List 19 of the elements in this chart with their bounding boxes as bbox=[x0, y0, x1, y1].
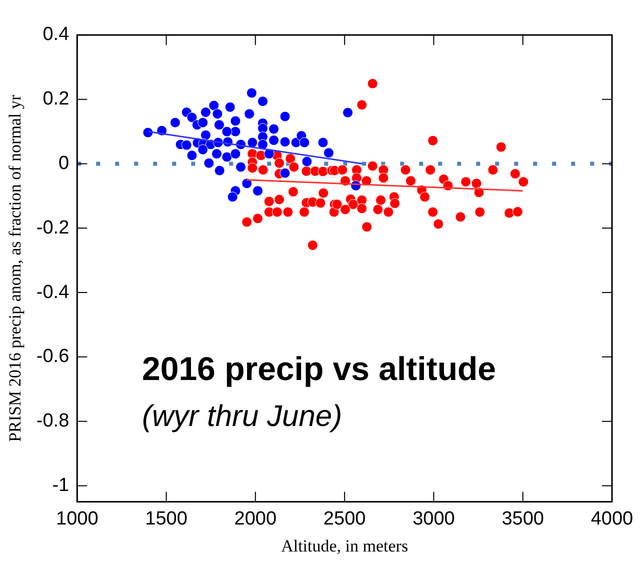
y-tick-label: -0.8 bbox=[36, 410, 70, 432]
y-axis-title: PRISM 2016 precip anom, as fraction of normal yr bbox=[6, 94, 25, 442]
x-tick-label: 1000 bbox=[56, 508, 98, 530]
y-tick-label: -0.6 bbox=[36, 346, 70, 368]
y-tick-label: -1 bbox=[52, 474, 70, 496]
y-tick-label: 0.4 bbox=[42, 24, 70, 46]
x-tick-label: 4000 bbox=[590, 508, 634, 530]
x-tick-label: 2500 bbox=[323, 508, 366, 530]
x-axis-title: Altitude, in meters bbox=[281, 536, 408, 556]
x-tick-label: 2000 bbox=[234, 508, 277, 530]
annotation: (wyr thru June) bbox=[142, 400, 342, 434]
x-tick-label: 3500 bbox=[502, 508, 544, 530]
y-tick-label: -0.2 bbox=[36, 217, 70, 238]
x-tick-label: 1500 bbox=[145, 508, 188, 530]
x-tick-label: 3000 bbox=[412, 508, 455, 530]
y-tick-label: 0.2 bbox=[42, 88, 70, 110]
annotation: 2016 precip vs altitude bbox=[142, 350, 496, 388]
y-tick-label: -0.4 bbox=[36, 282, 70, 303]
y-tick-label: 0 bbox=[58, 153, 70, 174]
